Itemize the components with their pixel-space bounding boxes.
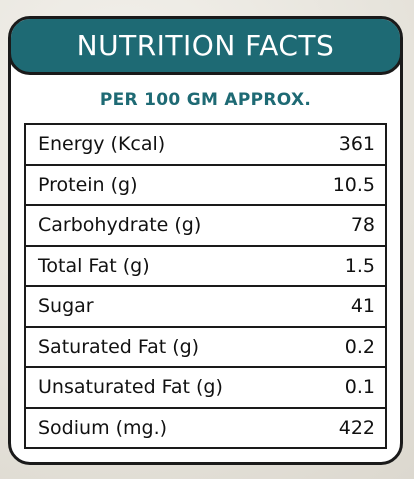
table-row: Saturated Fat (g) 0.2 [24, 327, 387, 368]
header-banner: NUTRITION FACTS [11, 19, 400, 75]
nutrient-label: Protein (g) [38, 173, 138, 196]
nutrient-value: 78 [350, 214, 375, 237]
nutrient-value: 10.5 [332, 173, 375, 196]
table-row: Sodium (mg.) 422 [24, 408, 387, 449]
nutrient-label: Unsaturated Fat (g) [38, 376, 223, 399]
table-row: Total Fat (g) 1.5 [24, 246, 387, 287]
nutrient-label: Carbohydrate (g) [38, 214, 202, 237]
table-row: Sugar 41 [24, 287, 387, 328]
nutrient-label: Saturated Fat (g) [38, 335, 200, 358]
table-row: Protein (g) 10.5 [24, 165, 387, 206]
table-row: Unsaturated Fat (g) 0.1 [24, 368, 387, 409]
nutrient-value: 0.1 [344, 376, 375, 399]
header-title: NUTRITION FACTS [76, 29, 335, 62]
nutrition-facts-card: NUTRITION FACTS PER 100 GM APPROX. Energ… [8, 16, 403, 465]
nutrient-value: 41 [350, 295, 375, 318]
nutrient-label: Total Fat (g) [38, 254, 150, 277]
nutrition-table: Energy (Kcal) 361 Protein (g) 10.5 Carbo… [24, 123, 387, 449]
nutrient-label: Sodium (mg.) [38, 416, 168, 439]
table-row: Carbohydrate (g) 78 [24, 206, 387, 247]
nutrient-value: 0.2 [344, 335, 375, 358]
table-row: Energy (Kcal) 361 [24, 125, 387, 166]
nutrient-value: 422 [338, 416, 375, 439]
nutrient-value: 1.5 [344, 254, 375, 277]
serving-subtitle: PER 100 GM APPROX. [99, 90, 312, 110]
nutrient-value: 361 [338, 133, 375, 156]
nutrient-label: Sugar [38, 295, 94, 318]
nutrient-label: Energy (Kcal) [38, 133, 166, 156]
